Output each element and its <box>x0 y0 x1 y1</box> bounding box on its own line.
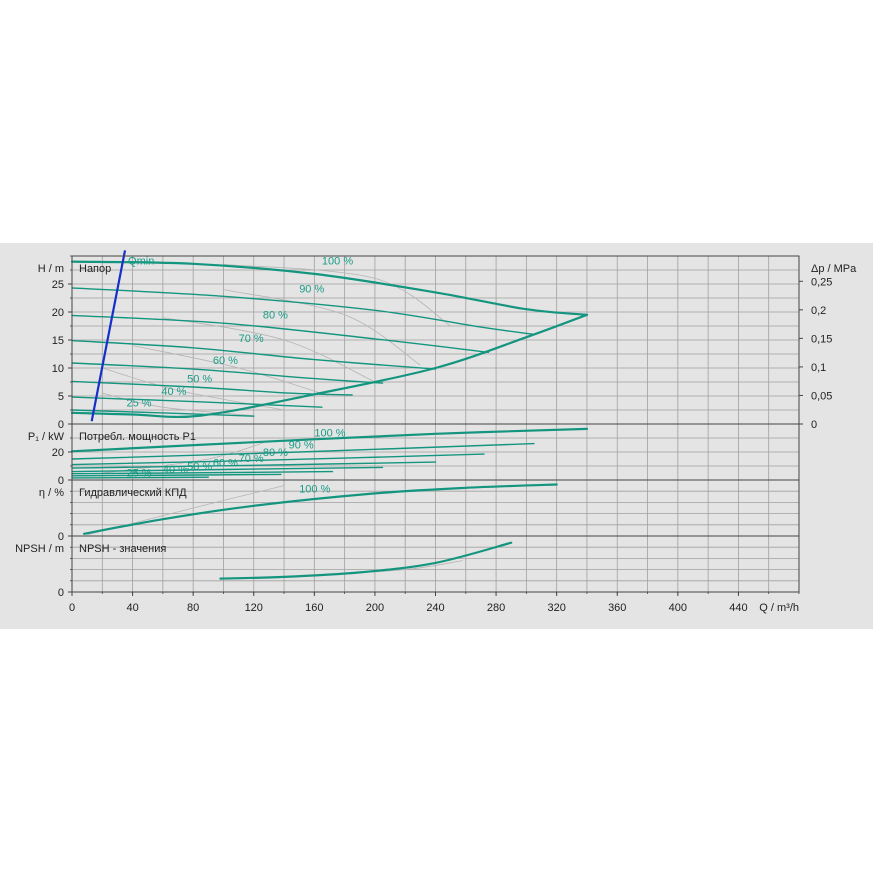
x-tick-label: 280 <box>487 602 505 614</box>
x-tick-label: 160 <box>305 602 323 614</box>
chart-labels: 0 5 10 15 20 25 H / m Напор 0 0,05 0,1 0,15 0,2 0,25Δ… <box>15 255 857 614</box>
series-curve-power-0 <box>70 427 589 453</box>
series-label-head: 70 % <box>239 333 264 345</box>
series-label-power: 25 % <box>127 468 152 480</box>
series-label-head: 40 % <box>161 386 186 398</box>
x-tick-label: 80 <box>187 602 199 614</box>
series-curve-efficiency-0 <box>83 483 558 535</box>
y-tick-label: 20 <box>52 447 64 459</box>
series-curve-npsh-0 <box>219 541 513 580</box>
series-curve-head-4 <box>71 362 384 384</box>
panel-title-npsh: NPSH - значения <box>79 543 166 555</box>
series-curve-power-3 <box>71 461 437 469</box>
x-tick-label: 200 <box>366 602 384 614</box>
helper-curve <box>223 289 421 366</box>
series-label-head: 60 % <box>213 355 238 367</box>
x-tick-label: 400 <box>669 602 687 614</box>
series-curve-head-3 <box>71 339 437 370</box>
y-tick-label: 20 <box>52 307 64 319</box>
y-tick-label: 0 <box>58 475 64 487</box>
y2-tick-label: 0,05 <box>811 390 832 402</box>
series-label-power: 40 % <box>163 464 188 476</box>
x-tick-label: 0 <box>69 602 75 614</box>
x-tick-label: 40 <box>126 602 138 614</box>
y-axis-title: P₁ / kW <box>28 431 65 443</box>
y-axis-title: NPSH / m <box>15 543 64 555</box>
series-curve-power-7 <box>71 476 209 479</box>
qmin-line <box>90 250 127 422</box>
y2-axis-title: Δp / MPa <box>811 263 857 275</box>
y-axis-title: H / m <box>38 263 64 275</box>
y-tick-label: 5 <box>58 391 64 403</box>
series-curve-head-7 <box>71 409 255 417</box>
series-label-head: 90 % <box>299 283 324 295</box>
series-label-head: 25 % <box>127 398 152 410</box>
series-label-power: 60 % <box>213 458 238 470</box>
y-tick-label: 0 <box>58 587 64 599</box>
series-label-power: 90 % <box>289 440 314 452</box>
series-label-head: 50 % <box>187 374 212 386</box>
pump-curve-chart-panel <box>0 243 873 629</box>
series-curve-power-4 <box>71 466 384 473</box>
y-tick-label: 15 <box>52 335 64 347</box>
series-curve-head-0 <box>70 260 589 316</box>
y-tick-label: 0 <box>58 531 64 543</box>
y2-tick-label: 0,15 <box>811 333 832 345</box>
series-label-head: 80 % <box>263 310 288 322</box>
y-tick-label: 10 <box>52 363 64 375</box>
y2-tick-label: 0,1 <box>811 362 826 374</box>
y-tick-label: 25 <box>52 279 64 291</box>
x-tick-label: 320 <box>547 602 565 614</box>
series-curve-power-5 <box>71 470 334 475</box>
x-tick-label: 240 <box>426 602 444 614</box>
y-tick-label: 0 <box>58 419 64 431</box>
helper-curve <box>132 345 330 397</box>
qmin-label: Qmin <box>128 255 154 267</box>
series-label-efficiency: 100 % <box>299 483 330 495</box>
y2-tick-label: 0,2 <box>811 305 826 317</box>
series-curve-head-2 <box>71 314 490 353</box>
series-curve-head-6 <box>71 396 323 408</box>
panel-title-head: Напор <box>79 263 111 275</box>
panel-title-efficiency: Гидравлический КПД <box>79 487 187 499</box>
series-label-power: 70 % <box>239 453 264 465</box>
series-curve-power-1 <box>71 442 535 460</box>
series-label-power: 100 % <box>314 428 345 440</box>
series-label-head: 100 % <box>322 255 353 267</box>
series-curve-power-2 <box>71 453 485 466</box>
y-axis-title: η / % <box>39 487 64 499</box>
helper-curve <box>162 317 376 383</box>
series-curve-power-6 <box>71 473 282 477</box>
performance-curves <box>70 250 589 580</box>
x-tick-label: 120 <box>245 602 263 614</box>
helper-curve <box>223 264 451 327</box>
x-axis-title: Q / m³/h <box>759 602 799 614</box>
series-label-power: 80 % <box>263 447 288 459</box>
x-tick-label: 440 <box>729 602 747 614</box>
y2-tick-label: 0,25 <box>811 276 832 288</box>
panel-frames <box>68 255 803 596</box>
helper-curve <box>102 392 254 416</box>
series-label-power: 50 % <box>187 461 212 473</box>
series-curve-head-8 <box>70 313 589 419</box>
x-tick-label: 360 <box>608 602 626 614</box>
panel-title-power: Потребл. мощность P1 <box>79 431 196 443</box>
series-curve-head-1 <box>71 287 535 336</box>
y2-tick-label: 0 <box>811 419 817 431</box>
